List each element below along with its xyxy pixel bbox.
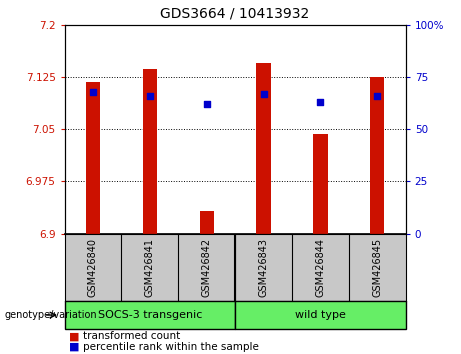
Text: GSM426842: GSM426842 — [201, 238, 212, 297]
Text: percentile rank within the sample: percentile rank within the sample — [83, 342, 259, 352]
Bar — [65, 301, 235, 329]
Point — [146, 93, 154, 99]
Point — [317, 99, 324, 105]
Bar — [235, 301, 406, 329]
Bar — [370, 77, 384, 234]
Text: GSM426843: GSM426843 — [259, 238, 269, 297]
Text: GSM426840: GSM426840 — [88, 238, 98, 297]
Bar — [200, 211, 214, 234]
Text: transformed count: transformed count — [83, 331, 180, 341]
Point — [89, 89, 97, 95]
Text: wild type: wild type — [295, 310, 346, 320]
Text: SOCS-3 transgenic: SOCS-3 transgenic — [98, 310, 202, 320]
Text: ■: ■ — [69, 342, 80, 352]
Text: genotype/variation: genotype/variation — [5, 310, 97, 320]
Bar — [313, 134, 327, 234]
Text: GSM426844: GSM426844 — [315, 238, 325, 297]
Text: ■: ■ — [69, 331, 80, 341]
Text: GSM426845: GSM426845 — [372, 238, 382, 297]
Bar — [143, 69, 157, 234]
Point — [203, 101, 210, 107]
Bar — [86, 82, 100, 234]
Title: GDS3664 / 10413932: GDS3664 / 10413932 — [160, 7, 310, 21]
Point — [260, 91, 267, 97]
Bar — [256, 63, 271, 234]
Point — [373, 93, 381, 99]
Text: GSM426841: GSM426841 — [145, 238, 155, 297]
